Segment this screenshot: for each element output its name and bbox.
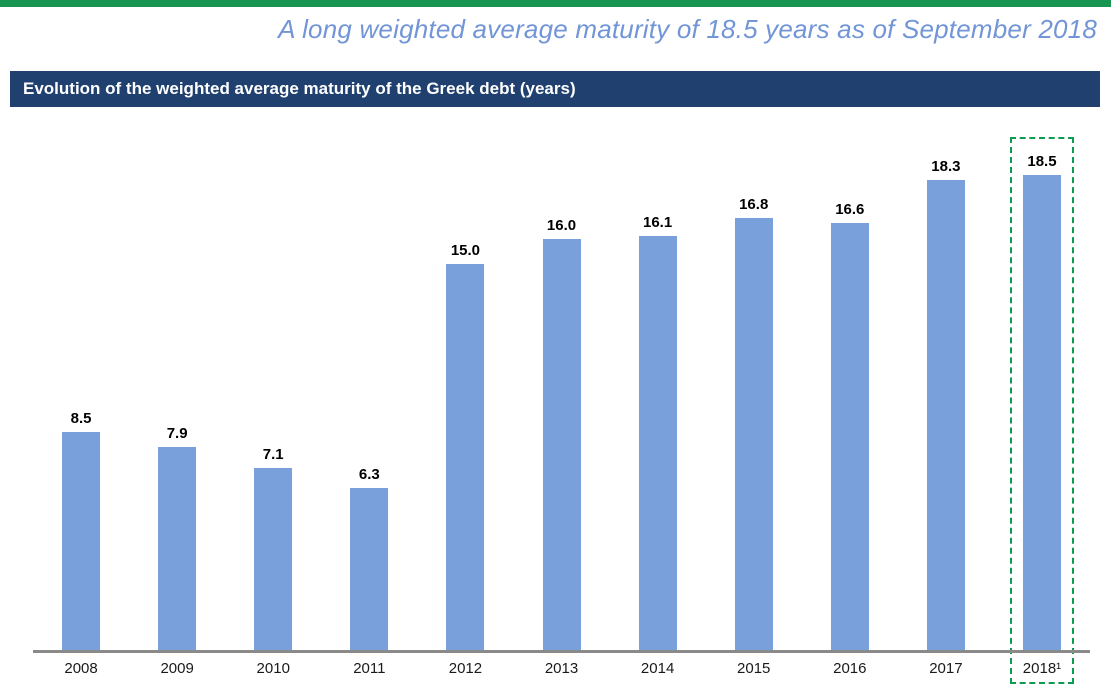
bar-value-label: 16.0 bbox=[546, 217, 577, 234]
x-axis-tick-label: 2014 bbox=[640, 660, 675, 677]
chart-column: 7.9 2009 bbox=[129, 107, 225, 684]
x-axis-tick-label: 2010 bbox=[256, 660, 290, 677]
chart-columns: 8.5 2008 7.9 2009 7.1 2010 6.3 2011 15.0 2012 16.0… bbox=[33, 107, 1090, 684]
x-axis-tick-label: 2016 bbox=[833, 660, 867, 677]
section-header-bar: Evolution of the weighted average maturi… bbox=[10, 71, 1100, 107]
bar-value-label: 7.9 bbox=[166, 425, 188, 442]
chart-column: 8.5 2008 bbox=[33, 107, 129, 684]
bar-value-label: 8.5 bbox=[70, 410, 92, 427]
bar-value-label: 16.8 bbox=[739, 196, 769, 213]
page-title: A long weighted average maturity of 18.5… bbox=[278, 14, 1097, 44]
bar-value-label: 6.3 bbox=[358, 466, 380, 483]
x-axis-tick-label: 2012 bbox=[448, 660, 483, 677]
bar bbox=[542, 239, 581, 650]
x-axis-tick-label: 2018¹ bbox=[1022, 660, 1062, 677]
bar bbox=[638, 236, 677, 650]
chart-column: 15.0 2012 bbox=[417, 107, 513, 684]
chart-column: 18.3 2017 bbox=[898, 107, 994, 684]
top-accent-bar bbox=[0, 0, 1111, 7]
chart-column: 6.3 2011 bbox=[321, 107, 417, 684]
bar bbox=[158, 447, 197, 650]
bar bbox=[254, 468, 293, 650]
chart-column: 16.8 2015 bbox=[706, 107, 802, 684]
bar-value-label: 16.6 bbox=[835, 201, 865, 218]
chart-column: 16.0 2013 bbox=[513, 107, 609, 684]
bar bbox=[350, 488, 389, 650]
chart-column: 7.1 2010 bbox=[225, 107, 321, 684]
x-axis-tick-label: 2017 bbox=[929, 660, 963, 677]
chart-column: 18.5 2018¹ bbox=[994, 107, 1090, 684]
x-axis-tick-label: 2008 bbox=[64, 660, 98, 677]
bar-value-label: 18.5 bbox=[1027, 153, 1057, 170]
bar-value-label: 15.0 bbox=[450, 242, 481, 259]
x-axis-tick-label: 2011 bbox=[353, 660, 386, 677]
bar-value-label: 18.3 bbox=[931, 158, 961, 175]
x-axis-tick-label: 2009 bbox=[160, 660, 194, 677]
chart-column: 16.6 2016 bbox=[802, 107, 898, 684]
bar-chart: 8.5 2008 7.9 2009 7.1 2010 6.3 2011 15.0 2012 16.0… bbox=[10, 107, 1100, 684]
bar bbox=[830, 223, 869, 650]
bar bbox=[1022, 175, 1061, 650]
section-header-label: Evolution of the weighted average maturi… bbox=[23, 79, 576, 98]
bar bbox=[926, 180, 965, 650]
bar bbox=[62, 432, 101, 650]
bar-value-label: 7.1 bbox=[262, 446, 284, 463]
chart-column: 16.1 2014 bbox=[610, 107, 706, 684]
bar bbox=[446, 264, 485, 650]
bar bbox=[734, 218, 773, 650]
bar-value-label: 16.1 bbox=[643, 214, 673, 231]
x-axis-tick-label: 2015 bbox=[737, 660, 771, 677]
x-axis-tick-label: 2013 bbox=[544, 660, 579, 677]
x-axis-line bbox=[33, 650, 1090, 653]
